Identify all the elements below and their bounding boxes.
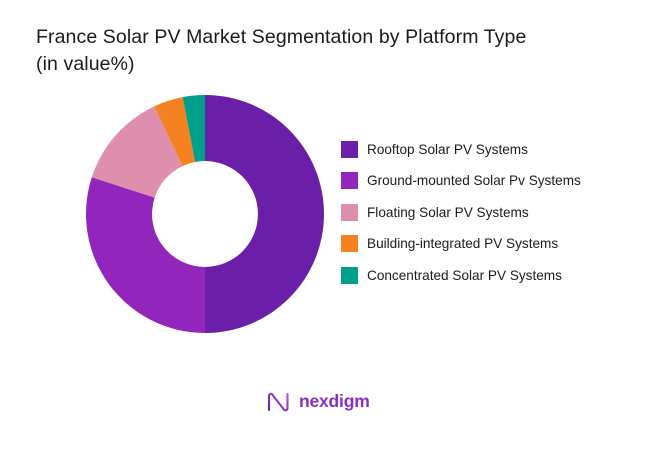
brand-name: nexdigm (299, 391, 370, 411)
legend-color-swatch (341, 235, 358, 252)
donut-slice[interactable]: Concentrated Solar PV Systems 3% (182, 95, 205, 162)
legend-item[interactable]: Floating Solar PV Systems (341, 201, 641, 223)
donut-chart-svg: Rooftop Solar PV Systems 50%Ground-mount… (86, 95, 324, 333)
donut-chart: Rooftop Solar PV Systems 50%Ground-mount… (86, 95, 324, 333)
legend-item-label: Concentrated Solar PV Systems (367, 267, 562, 283)
legend-item[interactable]: Rooftop Solar PV Systems (341, 138, 641, 160)
legend-item[interactable]: Concentrated Solar PV Systems (341, 264, 641, 286)
legend-item[interactable]: Ground-mounted Solar Pv Systems (341, 170, 641, 192)
donut-slice[interactable]: Building-integrated PV Systems 4% (154, 97, 196, 167)
donut-slice[interactable]: Ground-mounted Solar Pv Systems 30% (86, 177, 205, 333)
donut-slice-group: Rooftop Solar PV Systems 50%Ground-mount… (86, 95, 324, 333)
legend-color-swatch (341, 203, 358, 221)
legend-item-label: Building-integrated PV Systems (367, 236, 559, 251)
legend-color-swatch (341, 266, 358, 284)
brand-logo: nexdigm (266, 391, 370, 412)
legend-item-label: Floating Solar PV Systems (367, 204, 529, 220)
legend-color-swatch (341, 172, 358, 189)
donut-slice[interactable]: Floating Solar PV Systems 13% (91, 106, 183, 198)
legend-item-label: Rooftop Solar PV Systems (367, 141, 528, 157)
legend-item[interactable]: Building-integrated PV Systems (341, 233, 641, 255)
legend-color-swatch (341, 140, 358, 158)
chart-legend: Rooftop Solar PV Systems Ground-mounted S… (341, 138, 641, 296)
page-title: France Solar PV Market Segmentation by P… (36, 26, 527, 75)
legend-item-label: Ground-mounted Solar Pv Systems (367, 173, 581, 188)
donut-slice[interactable]: Rooftop Solar PV Systems 50% (205, 95, 324, 333)
nexdigm-wave-icon (267, 392, 289, 411)
